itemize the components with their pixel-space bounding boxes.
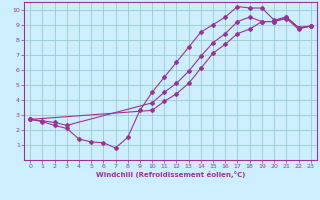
X-axis label: Windchill (Refroidissement éolien,°C): Windchill (Refroidissement éolien,°C)	[96, 171, 245, 178]
